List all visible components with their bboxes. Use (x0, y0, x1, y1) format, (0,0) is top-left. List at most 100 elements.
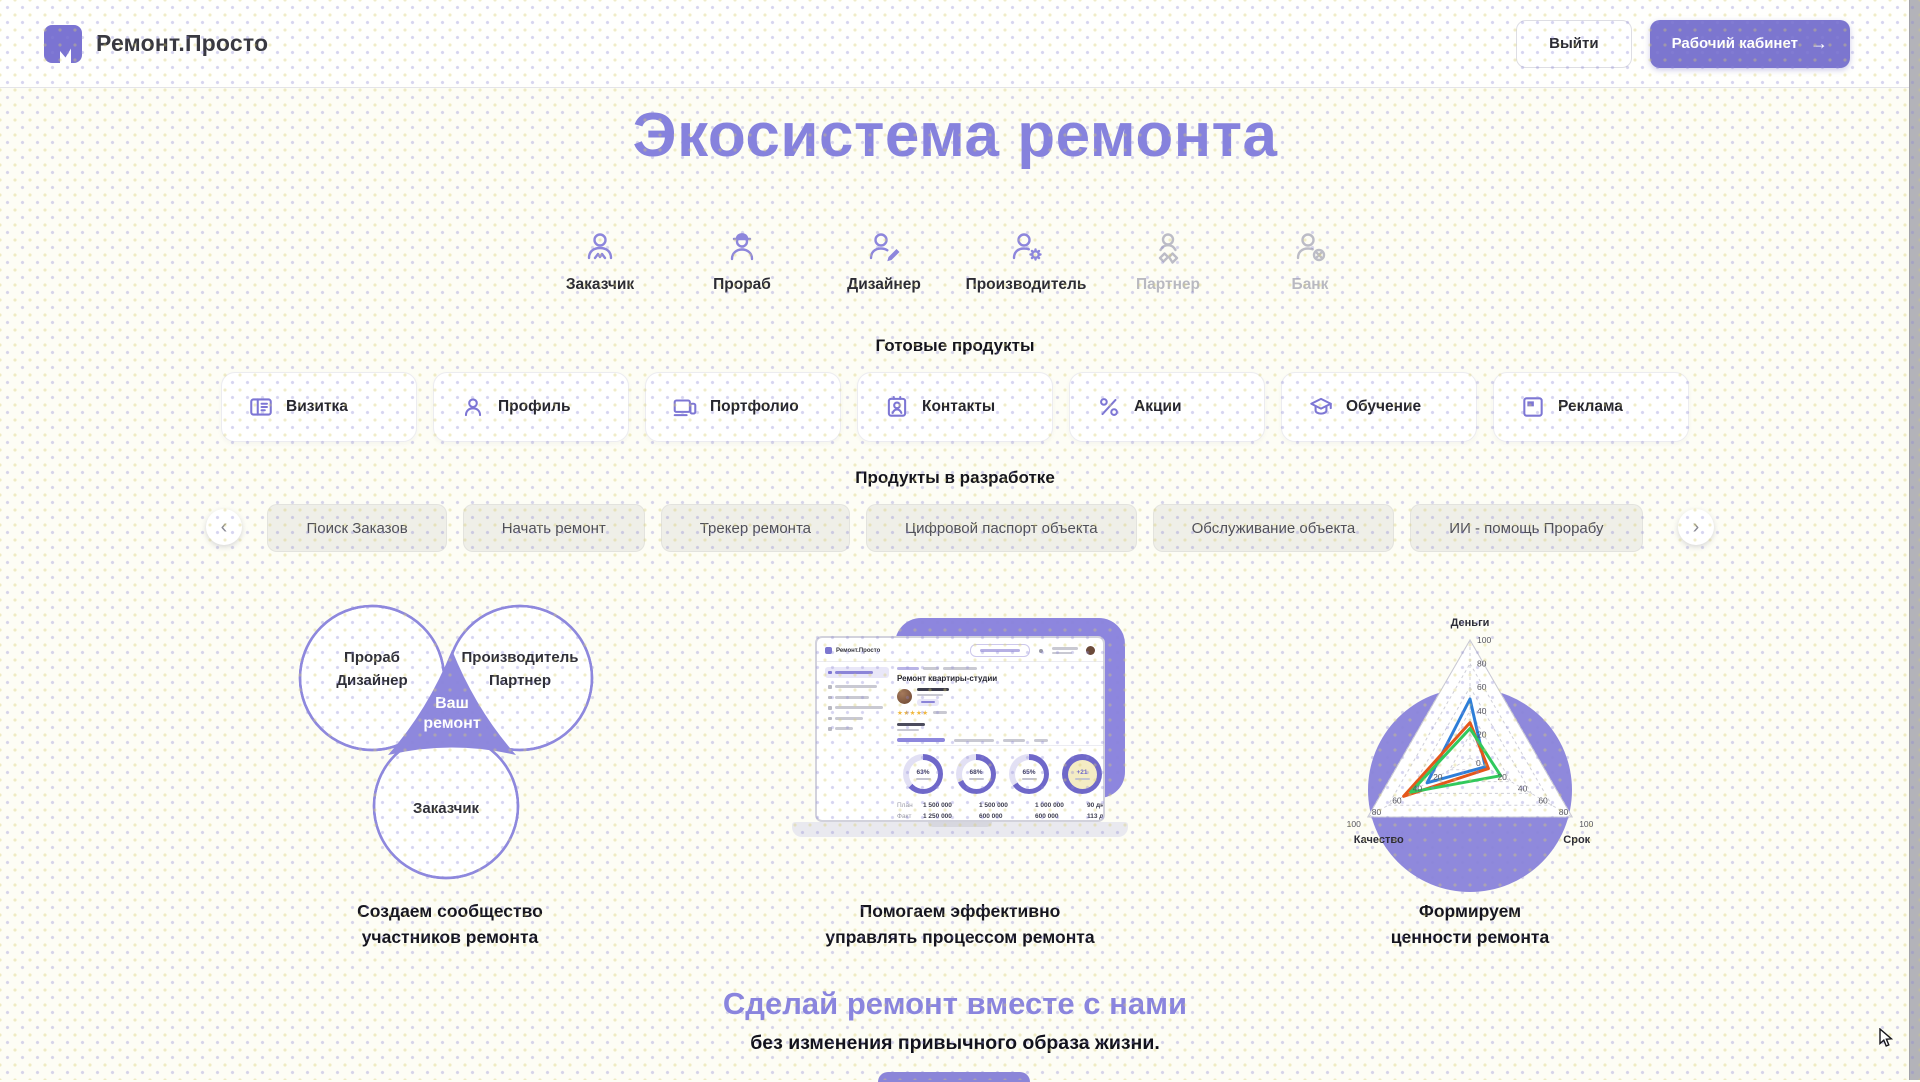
mini-tabs (897, 738, 1103, 742)
header-actions: Выйти Рабочий кабинет → (1516, 19, 1850, 68)
brand-logo-icon (44, 24, 82, 63)
product-card-portfolio[interactable]: Портфолио (645, 372, 841, 442)
dev-products-heading: Продукты в разработке (855, 468, 1055, 487)
donut-chart: 63% (903, 754, 943, 794)
page-scrollbar[interactable] (1909, 0, 1920, 1080)
svg-text:80: 80 (1559, 807, 1569, 817)
dev-pill-poisk-zakazov[interactable]: Поиск Заказов (267, 504, 447, 552)
svg-text:40: 40 (1413, 784, 1423, 794)
cta-subtitle: без изменения привычного образа жизни. (750, 1032, 1160, 1054)
mini-bell-icon (1039, 648, 1043, 653)
caption-manage: Помогаем эффективно управлять процессом … (825, 901, 1095, 947)
donut-chart: 65% (1009, 754, 1049, 794)
svg-text:60: 60 (1392, 795, 1402, 805)
svg-text:Деньги: Деньги (1451, 617, 1490, 629)
mini-sidebar-active-item (825, 667, 889, 678)
radar-svg: 20 20 20 40 40 40 60 60 60 80 80 80 100 100 100 0 Деньги… (1347, 617, 1594, 846)
mini-user-name (1052, 647, 1078, 654)
svg-text:40: 40 (1477, 706, 1487, 716)
cabinet-button[interactable]: Рабочий кабинет → (1649, 19, 1850, 68)
mini-plan-fact-table: План 1 500 000 1 500 000 1 000 000 90 дн… (897, 802, 1105, 820)
svg-text:ремонт: ремонт (423, 715, 481, 732)
product-card-vizitka[interactable]: Визитка (221, 372, 417, 442)
mini-logo-icon (825, 647, 832, 654)
svg-text:Срок: Срок (1563, 834, 1590, 846)
donut-chart: +21 (1062, 754, 1102, 794)
svg-text:Заказчик: Заказчик (413, 800, 480, 817)
header: Ремонт.Просто Выйти Рабочий кабинет → (0, 0, 1920, 88)
mini-brand: Ремонт.Просто (836, 647, 881, 654)
role-foreman[interactable]: Прораб (671, 228, 813, 294)
brand-name: Ремонт.Просто (96, 30, 269, 56)
dev-products-row: Поиск Заказов Начать ремонт Трекер ремон… (0, 504, 1910, 552)
percent-icon (1096, 394, 1122, 420)
svg-text:100: 100 (1477, 635, 1491, 645)
builder-icon (722, 228, 762, 268)
mini-donut-charts: 63% 68% 65% +21 (897, 754, 1103, 794)
profile-icon (460, 394, 486, 420)
svg-text:80: 80 (1477, 659, 1487, 669)
mini-search-button (970, 644, 1030, 657)
caption-values: Формируем ценности ремонта (1390, 901, 1550, 947)
svg-text:Качество: Качество (1354, 834, 1404, 846)
carousel-prev-button[interactable]: ‹ (206, 509, 242, 545)
svg-text:100: 100 (1579, 819, 1593, 829)
brand[interactable]: Ремонт.Просто (44, 24, 269, 63)
arrow-right-icon: → (1810, 33, 1828, 53)
svg-text:Партнер: Партнер (489, 672, 551, 689)
logout-button[interactable]: Выйти (1516, 19, 1632, 68)
mini-avatar (1086, 646, 1095, 655)
laptop-mockup: Ремонт.Просто (770, 610, 1150, 850)
radar-chart: 20 20 20 40 40 40 60 60 60 80 80 80 100 100 100 0 Деньги… (1300, 580, 1640, 892)
svg-text:Ваш: Ваш (435, 695, 469, 712)
dev-pill-pasport-obekta[interactable]: Цифровой паспорт объекта (866, 504, 1137, 552)
role-customer[interactable]: Заказчик (529, 228, 671, 294)
dev-pill-ii-pomosch[interactable]: ИИ - помощь Прорабу (1410, 504, 1643, 552)
page-title: Экосистема ремонта (632, 101, 1278, 170)
cabinet-button-label: Рабочий кабинет (1671, 35, 1798, 52)
product-card-profil[interactable]: Профиль (433, 372, 629, 442)
dev-pill-obsluzhivanie[interactable]: Обслуживание объекта (1152, 504, 1395, 552)
mini-project-title: Ремонт квартиры-студии (897, 673, 998, 683)
designer-icon (864, 228, 904, 268)
contacts-icon (884, 394, 910, 420)
carousel-next-button[interactable]: › (1678, 509, 1714, 545)
venn-diagram: Прораб Дизайнер Производитель Партнер За… (290, 592, 610, 884)
role-designer[interactable]: Дизайнер (813, 228, 955, 294)
role-partner[interactable]: Партнер (1097, 228, 1239, 294)
ready-products-heading: Готовые продукты (875, 336, 1035, 355)
laptop-screen: Ремонт.Просто (815, 636, 1105, 822)
product-card-reklama[interactable]: Реклама (1493, 372, 1689, 442)
product-card-kontakty[interactable]: Контакты (857, 372, 1053, 442)
manufacturer-icon (1006, 228, 1046, 268)
mini-badge (917, 698, 939, 706)
roles-row: Заказчик Прораб Дизайнер (0, 228, 1910, 294)
svg-text:40: 40 (1518, 784, 1528, 794)
ads-icon (1520, 394, 1546, 420)
portfolio-icon (672, 394, 698, 420)
person-icon (580, 228, 620, 268)
product-card-obuchenie[interactable]: Обучение (1281, 372, 1477, 442)
education-icon (1308, 394, 1334, 420)
role-bank[interactable]: Банк (1239, 228, 1381, 294)
bank-icon (1290, 228, 1330, 268)
role-manufacturer[interactable]: Производитель (955, 228, 1097, 294)
mini-foreman-photo (897, 689, 912, 704)
svg-text:80: 80 (1372, 807, 1382, 817)
svg-text:Дизайнер: Дизайнер (336, 672, 407, 689)
svg-text:20: 20 (1477, 729, 1487, 739)
svg-text:20: 20 (1497, 772, 1507, 782)
dev-pill-nachat-remont[interactable]: Начать ремонт (462, 504, 645, 552)
svg-text:Производитель: Производитель (462, 649, 579, 666)
partner-icon (1148, 228, 1188, 268)
laptop-base (792, 822, 1128, 837)
svg-text:0: 0 (1476, 758, 1481, 768)
cta-button-partial[interactable] (878, 1072, 1030, 1082)
business-card-icon (248, 394, 274, 420)
svg-text:Прораб: Прораб (344, 649, 400, 666)
cta-title: Сделай ремонт вместе с нами (722, 986, 1188, 1021)
svg-text:60: 60 (1477, 682, 1487, 692)
product-card-akcii[interactable]: Акции (1069, 372, 1265, 442)
svg-text:100: 100 (1347, 819, 1361, 829)
dev-pill-treker-remonta[interactable]: Трекер ремонта (660, 504, 850, 552)
